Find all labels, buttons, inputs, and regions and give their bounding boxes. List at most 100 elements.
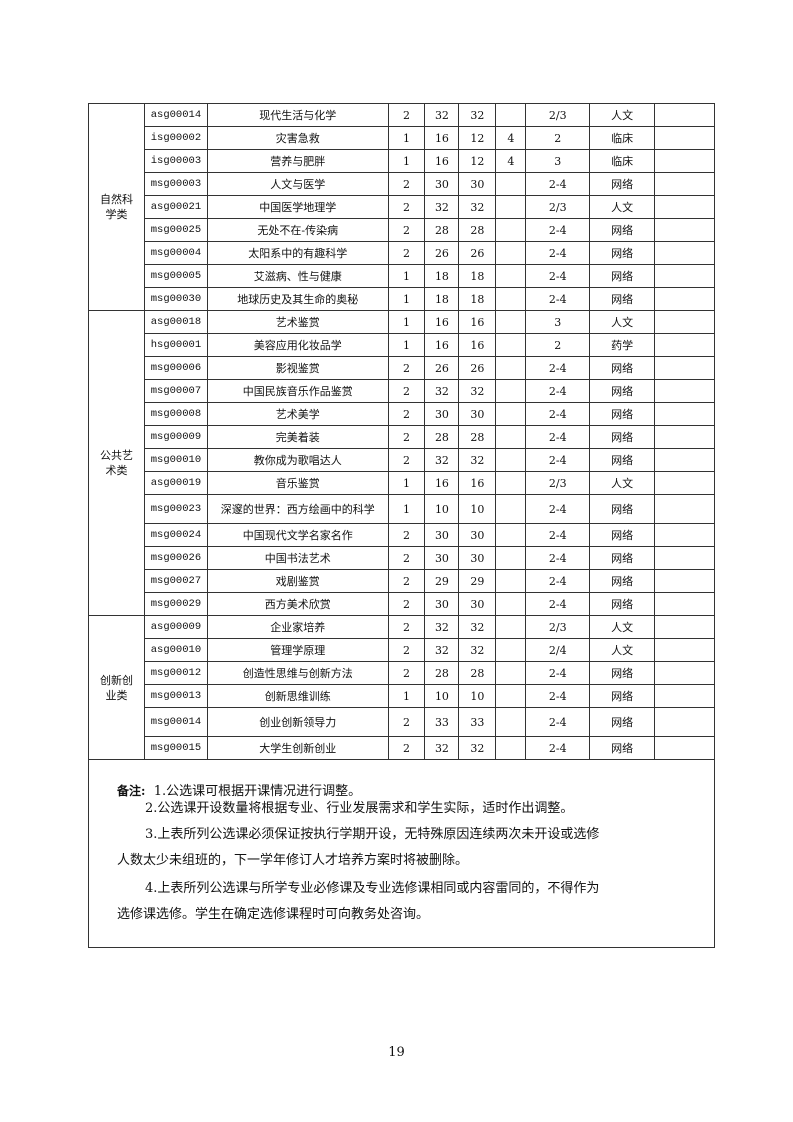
credits-cell: 2 bbox=[387, 425, 426, 449]
practice-hours-cell bbox=[495, 172, 527, 196]
course-name-cell: 大学生创新创业 bbox=[206, 736, 389, 760]
theory-hours-cell: 10 bbox=[458, 494, 497, 524]
course-name-cell: 营养与肥胖 bbox=[206, 149, 389, 173]
theory-hours-cell: 32 bbox=[458, 615, 497, 639]
department-cell: 网络 bbox=[589, 569, 656, 593]
theory-hours-cell: 30 bbox=[458, 172, 497, 196]
total-hours-cell: 33 bbox=[424, 707, 460, 737]
department-cell: 临床 bbox=[589, 126, 656, 150]
semester-cell: 2-4 bbox=[525, 546, 591, 570]
practice-hours-cell bbox=[495, 707, 527, 737]
practice-hours-cell bbox=[495, 569, 527, 593]
remark-cell bbox=[654, 638, 715, 662]
practice-hours-cell bbox=[495, 195, 527, 219]
theory-hours-cell: 28 bbox=[458, 425, 497, 449]
department-cell: 网络 bbox=[589, 379, 656, 403]
remark-cell bbox=[654, 523, 715, 547]
theory-hours-cell: 30 bbox=[458, 546, 497, 570]
credits-cell: 1 bbox=[387, 333, 426, 357]
table-row: hsg00001 美容应用化妆品学 1 16 16 2 药学 bbox=[89, 333, 715, 357]
table-row: msg00014 创业创新领导力 2 33 33 2-4 网络 bbox=[89, 707, 715, 737]
remark-cell bbox=[654, 195, 715, 219]
theory-hours-cell: 28 bbox=[458, 218, 497, 242]
course-code-cell: msg00029 bbox=[143, 592, 208, 616]
semester-cell: 2-4 bbox=[525, 569, 591, 593]
table-row: msg00025 无处不在-传染病 2 28 28 2-4 网络 bbox=[89, 218, 715, 242]
table-row: msg00009 完美着装 2 28 28 2-4 网络 bbox=[89, 425, 715, 449]
course-code-cell: asg00018 bbox=[143, 310, 208, 334]
semester-cell: 2-4 bbox=[525, 523, 591, 547]
total-hours-cell: 30 bbox=[424, 523, 460, 547]
notes-label: 备注: bbox=[117, 784, 146, 798]
total-hours-cell: 30 bbox=[424, 546, 460, 570]
theory-hours-cell: 32 bbox=[458, 736, 497, 760]
theory-hours-cell: 26 bbox=[458, 356, 497, 380]
semester-cell: 2/3 bbox=[525, 615, 591, 639]
practice-hours-cell bbox=[495, 546, 527, 570]
credits-cell: 2 bbox=[387, 379, 426, 403]
theory-hours-cell: 18 bbox=[458, 264, 497, 288]
course-name-cell: 美容应用化妆品学 bbox=[206, 333, 389, 357]
table-row: msg00005 艾滋病、性与健康 1 18 18 2-4 网络 bbox=[89, 264, 715, 288]
total-hours-cell: 32 bbox=[424, 638, 460, 662]
course-name-cell: 地球历史及其生命的奥秘 bbox=[206, 287, 389, 311]
practice-hours-cell bbox=[495, 241, 527, 265]
remark-cell bbox=[654, 448, 715, 472]
table-row: isg00003 营养与肥胖 1 16 12 4 3 临床 bbox=[89, 149, 715, 173]
department-cell: 人文 bbox=[589, 615, 656, 639]
semester-cell: 2-4 bbox=[525, 661, 591, 685]
remark-cell bbox=[654, 615, 715, 639]
course-code-cell: msg00013 bbox=[143, 684, 208, 708]
course-code-cell: asg00021 bbox=[143, 195, 208, 219]
department-cell: 临床 bbox=[589, 149, 656, 173]
table-row: msg00003 人文与医学 2 30 30 2-4 网络 bbox=[89, 172, 715, 196]
table-row: asg00010 管理学原理 2 32 32 2/4 人文 bbox=[89, 638, 715, 662]
credits-cell: 1 bbox=[387, 684, 426, 708]
total-hours-cell: 10 bbox=[424, 684, 460, 708]
total-hours-cell: 32 bbox=[424, 736, 460, 760]
practice-hours-cell bbox=[495, 333, 527, 357]
table-row: msg00027 戏剧鉴赏 2 29 29 2-4 网络 bbox=[89, 569, 715, 593]
notes-box: 备注: 1.公选课可根据开课情况进行调整。 2.公选课开设数量将根据专业、行业发… bbox=[88, 752, 715, 948]
practice-hours-cell bbox=[495, 638, 527, 662]
remark-cell bbox=[654, 494, 715, 524]
semester-cell: 2-4 bbox=[525, 356, 591, 380]
semester-cell: 3 bbox=[525, 149, 591, 173]
department-cell: 网络 bbox=[589, 356, 656, 380]
practice-hours-cell bbox=[495, 218, 527, 242]
category-cell: 公共艺术类 bbox=[88, 310, 145, 616]
course-name-cell: 人文与医学 bbox=[206, 172, 389, 196]
remark-cell bbox=[654, 471, 715, 495]
department-cell: 网络 bbox=[589, 592, 656, 616]
course-code-cell: isg00002 bbox=[143, 126, 208, 150]
department-cell: 网络 bbox=[589, 736, 656, 760]
course-name-cell: 音乐鉴赏 bbox=[206, 471, 389, 495]
remark-cell bbox=[654, 287, 715, 311]
course-code-cell: msg00005 bbox=[143, 264, 208, 288]
page-number: 19 bbox=[388, 1045, 405, 1060]
course-name-cell: 影视鉴赏 bbox=[206, 356, 389, 380]
credits-cell: 2 bbox=[387, 592, 426, 616]
course-name-cell: 创业创新领导力 bbox=[206, 707, 389, 737]
semester-cell: 2-4 bbox=[525, 494, 591, 524]
table-row: asg00019 音乐鉴赏 1 16 16 2/3 人文 bbox=[89, 471, 715, 495]
theory-hours-cell: 32 bbox=[458, 195, 497, 219]
total-hours-cell: 16 bbox=[424, 126, 460, 150]
total-hours-cell: 30 bbox=[424, 402, 460, 426]
practice-hours-cell bbox=[495, 264, 527, 288]
course-name-cell: 太阳系中的有趣科学 bbox=[206, 241, 389, 265]
course-code-cell: msg00008 bbox=[143, 402, 208, 426]
credits-cell: 2 bbox=[387, 218, 426, 242]
department-cell: 药学 bbox=[589, 333, 656, 357]
course-name-cell: 创造性思维与创新方法 bbox=[206, 661, 389, 685]
department-cell: 网络 bbox=[589, 684, 656, 708]
practice-hours-cell bbox=[495, 615, 527, 639]
credits-cell: 1 bbox=[387, 471, 426, 495]
course-code-cell: msg00024 bbox=[143, 523, 208, 547]
table-row: msg00024 中国现代文学名家名作 2 30 30 2-4 网络 bbox=[89, 523, 715, 547]
total-hours-cell: 26 bbox=[424, 241, 460, 265]
course-name-cell: 戏剧鉴赏 bbox=[206, 569, 389, 593]
theory-hours-cell: 32 bbox=[458, 448, 497, 472]
total-hours-cell: 32 bbox=[424, 448, 460, 472]
course-name-cell: 艺术美学 bbox=[206, 402, 389, 426]
